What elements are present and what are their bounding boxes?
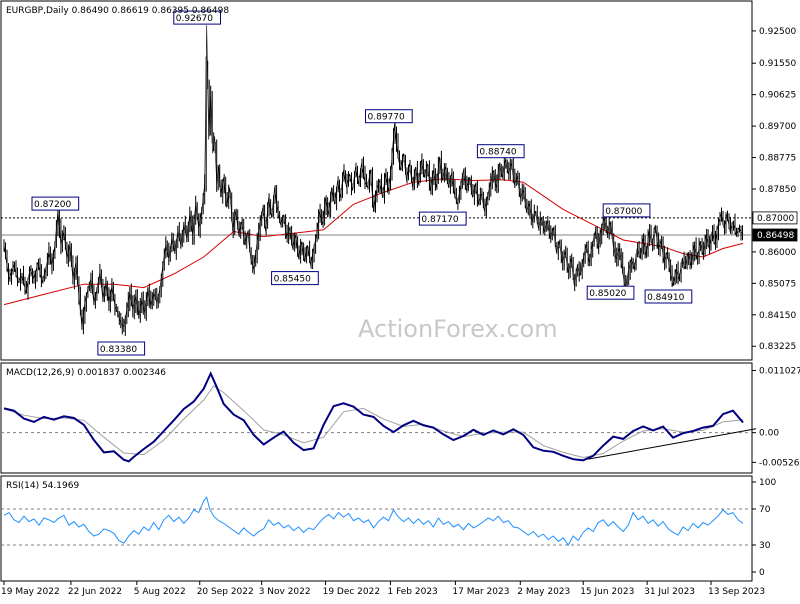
annotation-label: 0.85020: [586, 285, 635, 300]
macd-trendline: [588, 428, 757, 460]
annotation-label: 0.87000: [602, 203, 651, 218]
macd-tick-label: 0.00: [759, 429, 779, 439]
annotation-text: 0.89770: [368, 113, 405, 123]
rsi-tick-label: 70: [759, 505, 771, 515]
macd-line: [3, 371, 744, 463]
annotation-text: 0.84910: [647, 293, 684, 303]
main-y-axis: 0.92500 0.91550 0.90625 0.89700 0.88775 0.878…: [752, 27, 798, 352]
y-tick-label: 0.89700: [759, 122, 796, 132]
macd-signal-line: [3, 385, 744, 459]
annotation-box: [418, 211, 467, 226]
main-guides: [1, 217, 752, 236]
annotation-text: 0.85450: [274, 275, 311, 285]
y-tick-label: 0.85075: [759, 279, 796, 289]
annotation-label: 0.83380: [97, 341, 146, 356]
rsi-y-axis: 100 70 30 0: [752, 478, 776, 578]
macd-tick-label: -0.005267: [759, 458, 800, 468]
annotation-box: [31, 196, 80, 211]
annotation-box: [97, 341, 146, 356]
macd-title: MACD(12,26,9) 0.001837 0.002346: [6, 368, 166, 378]
current-price-label: 0.86498: [752, 228, 798, 242]
annotation-box: [586, 285, 635, 300]
annotation-label: 0.92670: [173, 10, 222, 25]
x-tick-label: 2 May 2023: [517, 587, 570, 597]
price-close-line: [3, 25, 744, 328]
x-tick-label: 22 Jun 2022: [68, 587, 122, 597]
macd-series: [1, 371, 757, 463]
annotation-box: [365, 109, 413, 124]
price-label-box: [752, 228, 798, 242]
annotation-label: 0.84910: [644, 289, 693, 304]
macd-y-axis: 0.011027 0.00 -0.005267: [752, 367, 800, 468]
x-tick-label: 13 Sep 2023: [708, 587, 765, 597]
x-tick-label: 17 Mar 2023: [452, 587, 509, 597]
annotation-text: 0.87200: [34, 200, 71, 210]
annotation-box: [271, 271, 319, 286]
price-label-text: 0.86498: [757, 231, 794, 241]
x-tick-label: 1 Feb 2023: [388, 587, 438, 597]
y-tick-label: 0.84150: [759, 311, 796, 321]
y-tick-label: 0.88775: [759, 154, 796, 164]
annotation-box: [644, 289, 693, 304]
annotation-label: 0.85450: [271, 271, 319, 286]
level-price-label: 0.87000: [752, 211, 798, 225]
x-tick-label: 15 Jun 2023: [580, 587, 634, 597]
x-tick-label: 3 Nov 2022: [259, 587, 311, 597]
annotation-text: 0.87000: [605, 207, 642, 217]
rsi-line: [3, 496, 744, 546]
annotation-text: 0.85020: [589, 289, 626, 299]
macd-panel-frame: [0, 362, 753, 474]
y-tick-label: 0.92500: [759, 27, 796, 37]
annotation-box: [602, 203, 651, 218]
annotation-label: 0.88740: [476, 144, 525, 159]
annotation-label: 0.89770: [365, 109, 413, 124]
rsi-tick-label: 100: [759, 478, 776, 488]
rsi-panel-frame: [0, 475, 753, 582]
price-label-box: [752, 211, 798, 225]
watermark: ActionForex.com: [358, 315, 558, 343]
x-tick-label: 31 Jul 2023: [644, 587, 695, 597]
x-tick-label: 19 May 2022: [1, 587, 60, 597]
x-tick-label: 19 Dec 2022: [323, 587, 381, 597]
x-tick-label: 20 Sep 2022: [197, 587, 254, 597]
price-label-text: 0.87000: [757, 214, 794, 224]
x-axis: 19 May 2022 22 Jun 2022 5 Aug 2022 20 Sep 2…: [1, 581, 765, 597]
rsi-title: RSI(14) 54.1969: [6, 481, 79, 491]
annotation-text: 0.88740: [479, 148, 516, 158]
y-tick-label: 0.83225: [759, 342, 796, 352]
rsi-tick-label: 0: [759, 568, 765, 578]
rsi-series: [1, 496, 752, 546]
annotation-box: [476, 144, 525, 159]
annotation-text: 0.92670: [176, 14, 213, 24]
x-tick-label: 5 Aug 2022: [134, 587, 186, 597]
annotation-box: [173, 10, 222, 25]
y-tick-label: 0.91550: [759, 59, 796, 69]
y-tick-label: 0.87850: [759, 185, 796, 195]
y-tick-label: 0.86000: [759, 248, 796, 258]
price-series: [3, 25, 744, 336]
symbol-header: EURGBP,Daily 0.86490 0.86619 0.86395 0.8…: [6, 6, 229, 16]
main-panel-frame: [0, 0, 753, 361]
price-annotations: 0.92670 0.89770 0.88740 0.87200 0.87170 0.870…: [31, 10, 693, 356]
y-tick-label: 0.90625: [759, 91, 796, 101]
annotation-label: 0.87170: [418, 211, 467, 226]
macd-tick-label: 0.011027: [759, 367, 800, 377]
annotation-text: 0.87170: [421, 215, 458, 225]
annotation-label: 0.87200: [31, 196, 80, 211]
annotation-text: 0.83380: [100, 345, 137, 355]
rsi-tick-label: 30: [759, 541, 771, 551]
